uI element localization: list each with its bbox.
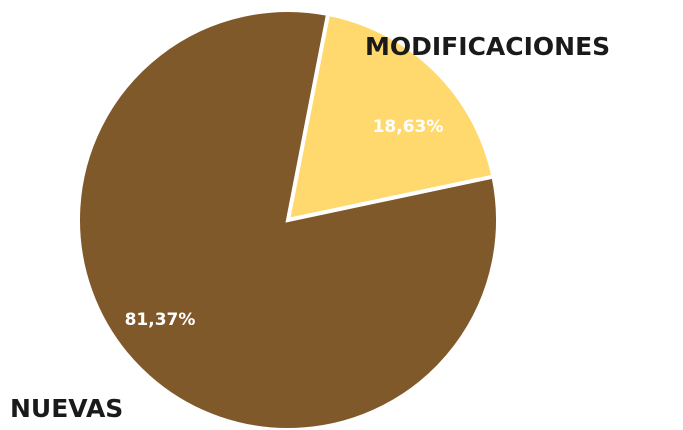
category-label: MODIFICACIONES xyxy=(365,32,610,61)
pie-slice xyxy=(285,11,496,223)
category-label: NUEVAS xyxy=(10,394,123,423)
pie-slice xyxy=(76,8,500,430)
value-label: 81,37% xyxy=(125,310,196,330)
value-label: 18,63% xyxy=(373,117,444,137)
